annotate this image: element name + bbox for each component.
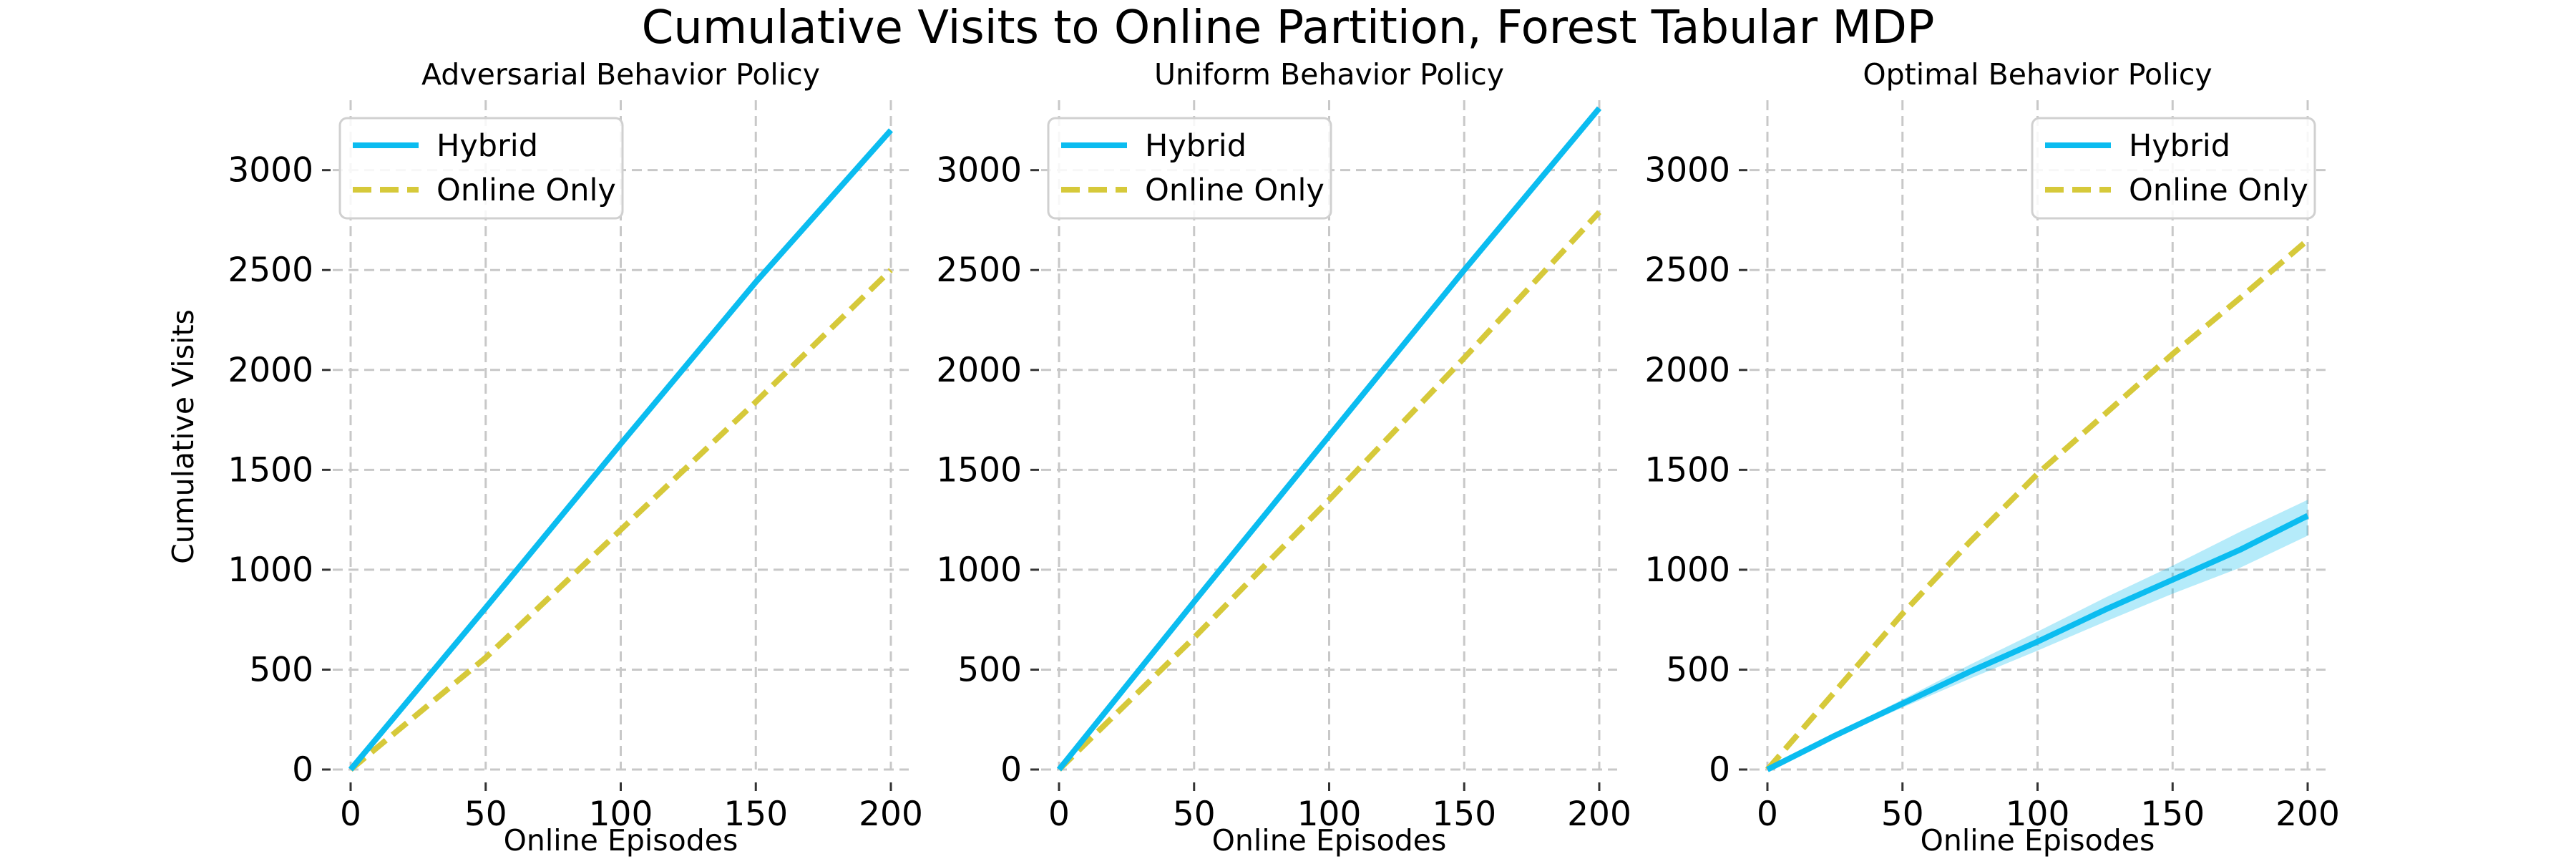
x-tick-label: 150 (723, 795, 788, 834)
panel-title: Optimal Behavior Policy (1863, 57, 2212, 92)
y-tick-label: 2000 (936, 351, 1022, 390)
y-tick-label: 500 (1666, 650, 1730, 689)
x-tick-label: 0 (340, 795, 361, 834)
legend: Hybrid Online Only (338, 117, 624, 220)
y-tick-label: 3000 (936, 151, 1022, 190)
y-tick-label: 1000 (228, 550, 313, 590)
y-axis-label: Cumulative Visits (166, 309, 200, 564)
panel-3: 0 50 100 150 200050010001500200025003000Opti… (1644, 57, 2339, 858)
x-tick-label: 200 (2275, 795, 2340, 834)
panel-title: Adversarial Behavior Policy (421, 57, 820, 92)
x-tick-label: 100 (2006, 795, 2070, 834)
legend-label: Online Only (436, 173, 616, 208)
x-tick-label: 150 (1432, 795, 1496, 834)
legend-label: Online Only (1145, 173, 1324, 208)
legend-label: Hybrid (1145, 128, 1246, 164)
x-tick-label: 200 (859, 795, 923, 834)
x-tick-label: 50 (1881, 795, 1924, 834)
y-tick-label: 500 (249, 650, 313, 689)
y-tick-label: 2500 (228, 251, 313, 290)
chart-panels: 0 50 100 150 200050010001500200025003000Adve… (228, 57, 2339, 858)
y-tick-label: 500 (957, 650, 1022, 689)
series-line-online-only (348, 268, 893, 772)
y-tick-label: 0 (1709, 750, 1730, 790)
y-tick-label: 1500 (228, 450, 313, 490)
y-tick-label: 3000 (1644, 151, 1730, 190)
x-tick-label: 200 (1567, 795, 1631, 834)
series-line-hybrid (1056, 106, 1602, 772)
y-tick-label: 1000 (1644, 550, 1730, 590)
y-tick-label: 2500 (936, 251, 1022, 290)
y-tick-label: 0 (292, 750, 313, 790)
legend-label: Online Only (2129, 173, 2308, 208)
x-axis-label: Online Episodes (1921, 823, 2155, 858)
x-tick-label: 50 (464, 795, 507, 834)
y-tick-label: 2000 (1644, 351, 1730, 390)
x-tick-label: 0 (1757, 795, 1778, 834)
x-tick-label: 50 (1173, 795, 1216, 834)
y-tick-label: 2500 (1644, 251, 1730, 290)
legend: Hybrid Online Only (2031, 117, 2316, 220)
series-line-hybrid (1766, 513, 2309, 772)
x-tick-label: 0 (1048, 795, 1070, 834)
series-line-online-only (1765, 238, 2310, 772)
x-axis-label: Online Episodes (1212, 823, 1447, 858)
figure-title: Cumulative Visits to Online Partition, F… (642, 1, 1935, 54)
x-tick-label: 100 (1297, 795, 1362, 834)
x-tick-label: 100 (589, 795, 653, 834)
y-tick-label: 1500 (936, 450, 1022, 490)
panel-title: Uniform Behavior Policy (1154, 57, 1504, 92)
y-tick-label: 3000 (228, 151, 313, 190)
series-line-online-only (1057, 210, 1601, 772)
y-tick-label: 0 (1000, 750, 1022, 790)
series-line-hybrid (348, 128, 893, 772)
legend: Hybrid Online Only (1047, 117, 1332, 220)
y-tick-label: 1500 (1644, 450, 1730, 490)
panel-1: 0 50 100 150 200050010001500200025003000Adve… (228, 57, 922, 858)
legend-label: Hybrid (436, 128, 538, 164)
legend-label: Hybrid (2129, 128, 2230, 164)
x-axis-label: Online Episodes (504, 823, 738, 858)
y-tick-label: 2000 (228, 351, 313, 390)
panel-2: 0 50 100 150 200050010001500200025003000Unif… (936, 57, 1631, 858)
y-tick-label: 1000 (936, 550, 1022, 590)
x-tick-label: 150 (2140, 795, 2205, 834)
